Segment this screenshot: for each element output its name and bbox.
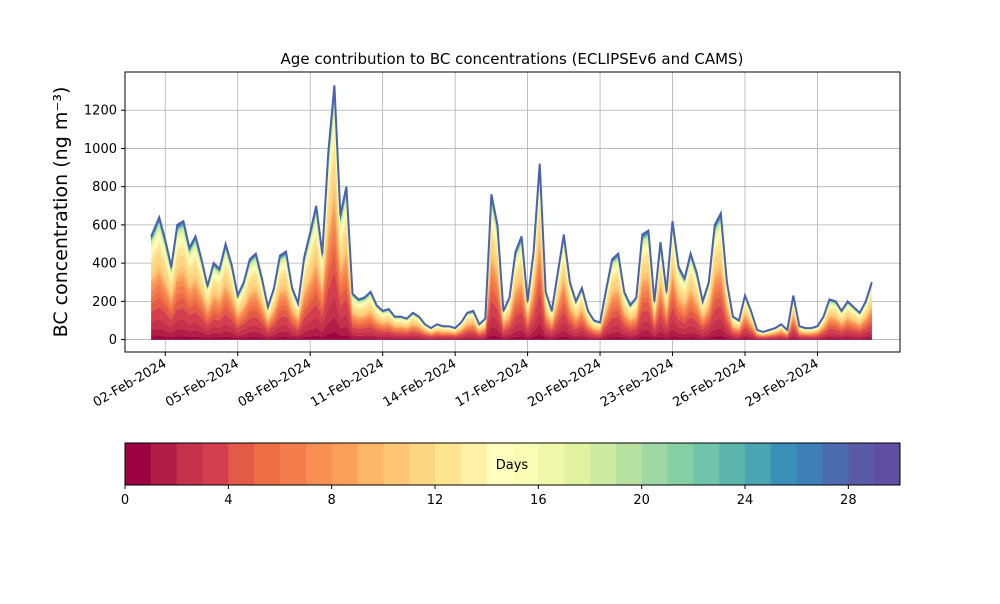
colorbar-tick-label: 8 [328, 493, 336, 508]
colorbar-segment [641, 443, 668, 485]
colorbar-segment [357, 443, 384, 485]
y-axis-ticks: 0 200 400 600 800 1000 1200 [84, 104, 125, 348]
colorbar-ticks: 0 4 8 12 16 20 24 28 [121, 485, 857, 508]
colorbar-tick-label: 16 [530, 493, 547, 508]
chart-title: Age contribution to BC concentrations (E… [281, 50, 744, 68]
colorbar-segment [512, 443, 539, 485]
colorbar-segment [176, 443, 203, 485]
total-concentration-line [150, 85, 873, 333]
colorbar-segment [254, 443, 281, 485]
colorbar-segment [150, 443, 178, 485]
y-axis-label: BC concentration (ng m⁻³) [50, 87, 72, 338]
x-tick-label: 17-Feb-2024 [453, 356, 532, 410]
colorbar-tick-label: 12 [427, 493, 444, 508]
x-tick-label: 26-Feb-2024 [670, 356, 749, 410]
colorbar-segment [745, 443, 772, 485]
colorbar-segment [693, 443, 720, 485]
colorbar-segment [125, 443, 152, 485]
colorbar-segment [667, 443, 694, 485]
y-tick-label: 0 [109, 333, 117, 348]
colorbar-segment [590, 443, 617, 485]
colorbar-frame [124, 442, 901, 486]
colorbar-segment [796, 443, 823, 485]
y-tick-label: 800 [92, 180, 117, 195]
total-outline [150, 85, 873, 333]
colorbar-segment [228, 443, 255, 485]
colorbar-segment [409, 443, 436, 485]
y-tick-label: 600 [92, 218, 117, 233]
colorbar-segment [848, 443, 875, 485]
colorbar-segment [435, 443, 462, 485]
colorbar-segment [822, 443, 849, 485]
colorbar-tick-label: 0 [121, 493, 129, 508]
x-axis-ticks: 02-Feb-202405-Feb-202408-Feb-202411-Feb-… [91, 352, 822, 410]
colorbar-segment [874, 443, 901, 485]
y-tick-label: 200 [92, 295, 117, 310]
x-tick-label: 05-Feb-2024 [163, 356, 242, 410]
colorbar-tick-label: 4 [224, 493, 232, 508]
x-tick-label: 08-Feb-2024 [236, 356, 315, 410]
colorbar-segment [719, 443, 746, 485]
colorbar-tick-label: 28 [840, 493, 857, 508]
colorbar [125, 443, 901, 485]
colorbar-tick-label: 20 [633, 493, 650, 508]
colorbar-segment [383, 443, 410, 485]
colorbar-segment [331, 443, 358, 485]
colorbar-segment [564, 443, 591, 485]
x-tick-label: 02-Feb-2024 [91, 356, 170, 410]
colorbar-label: Days [496, 458, 529, 473]
colorbar-segment [486, 443, 513, 485]
colorbar-segment [770, 443, 798, 485]
colorbar-segment [202, 443, 229, 485]
colorbar-segment [305, 443, 333, 485]
y-tick-label: 400 [92, 257, 117, 272]
colorbar-segment [538, 443, 565, 485]
plot-frame [124, 71, 901, 353]
x-tick-label: 11-Feb-2024 [308, 356, 387, 410]
colorbar-tick-label: 24 [737, 493, 754, 508]
x-tick-label: 23-Feb-2024 [598, 356, 677, 410]
colorbar-segment [280, 443, 307, 485]
x-tick-label: 14-Feb-2024 [381, 356, 460, 410]
x-tick-label: 29-Feb-2024 [743, 356, 822, 410]
colorbar-segment [460, 443, 488, 485]
y-tick-label: 1200 [84, 104, 117, 119]
x-tick-label: 20-Feb-2024 [526, 356, 605, 410]
y-tick-label: 1000 [84, 142, 117, 157]
colorbar-segment [615, 443, 643, 485]
